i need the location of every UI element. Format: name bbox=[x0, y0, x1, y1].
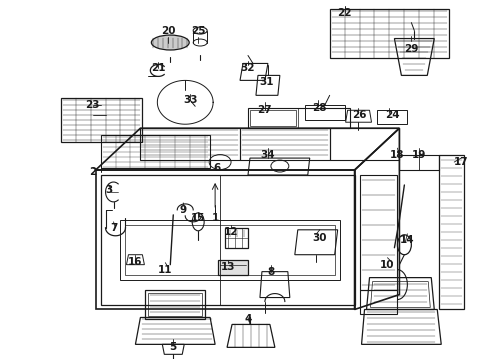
Text: 19: 19 bbox=[412, 150, 426, 160]
Text: 10: 10 bbox=[380, 260, 395, 270]
Text: 16: 16 bbox=[128, 257, 143, 267]
Text: 3: 3 bbox=[105, 185, 112, 195]
Text: 33: 33 bbox=[183, 95, 197, 105]
Text: 17: 17 bbox=[454, 157, 468, 167]
Text: 1: 1 bbox=[212, 213, 219, 223]
Text: 29: 29 bbox=[404, 44, 418, 54]
Text: 26: 26 bbox=[352, 110, 367, 120]
Text: 6: 6 bbox=[214, 163, 220, 173]
Text: 23: 23 bbox=[85, 100, 100, 110]
Text: 34: 34 bbox=[261, 150, 275, 160]
Ellipse shape bbox=[151, 35, 189, 50]
Text: 18: 18 bbox=[390, 150, 405, 160]
Text: 12: 12 bbox=[224, 227, 238, 237]
Text: 2: 2 bbox=[89, 167, 96, 177]
Text: 31: 31 bbox=[260, 77, 274, 87]
Text: 8: 8 bbox=[267, 267, 274, 276]
Text: 28: 28 bbox=[313, 103, 327, 113]
Text: 7: 7 bbox=[110, 223, 117, 233]
Text: 20: 20 bbox=[161, 26, 175, 36]
Text: 21: 21 bbox=[151, 63, 166, 73]
Text: 4: 4 bbox=[245, 314, 252, 324]
Text: 25: 25 bbox=[191, 26, 205, 36]
Polygon shape bbox=[218, 260, 248, 275]
Text: 15: 15 bbox=[191, 213, 205, 223]
Text: 13: 13 bbox=[221, 262, 235, 272]
Text: 32: 32 bbox=[241, 63, 255, 73]
Text: 22: 22 bbox=[337, 8, 352, 18]
Text: 9: 9 bbox=[180, 205, 187, 215]
Text: 11: 11 bbox=[158, 265, 172, 275]
Text: 27: 27 bbox=[258, 105, 272, 115]
Text: 5: 5 bbox=[170, 342, 177, 352]
Text: 14: 14 bbox=[400, 235, 415, 245]
Text: 24: 24 bbox=[385, 110, 400, 120]
Text: 30: 30 bbox=[313, 233, 327, 243]
